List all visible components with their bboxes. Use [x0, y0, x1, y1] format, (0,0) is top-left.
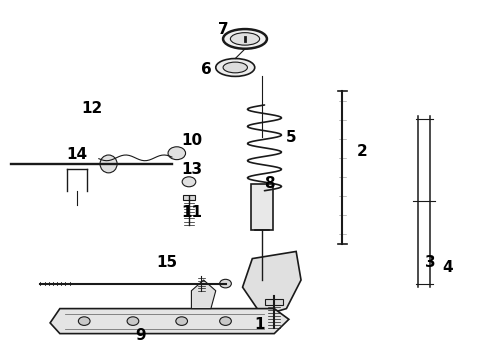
- Text: 9: 9: [135, 328, 146, 343]
- Polygon shape: [243, 251, 301, 316]
- Bar: [251, 184, 273, 230]
- Ellipse shape: [223, 62, 247, 73]
- Polygon shape: [50, 309, 289, 334]
- Ellipse shape: [100, 155, 117, 173]
- Circle shape: [220, 279, 231, 288]
- Circle shape: [176, 317, 188, 325]
- Text: 3: 3: [425, 255, 436, 270]
- Polygon shape: [192, 280, 216, 309]
- Ellipse shape: [230, 33, 260, 45]
- Text: 1: 1: [254, 317, 265, 332]
- Text: 8: 8: [264, 176, 275, 191]
- Text: 10: 10: [181, 133, 202, 148]
- Ellipse shape: [223, 29, 267, 49]
- Text: 5: 5: [286, 130, 296, 145]
- Text: 7: 7: [218, 22, 228, 37]
- Text: 4: 4: [442, 260, 452, 275]
- Text: 12: 12: [81, 101, 102, 116]
- Text: 2: 2: [357, 144, 368, 159]
- Text: 13: 13: [181, 162, 202, 177]
- Text: 11: 11: [181, 204, 202, 220]
- Circle shape: [220, 317, 231, 325]
- Circle shape: [168, 147, 186, 159]
- Bar: [183, 195, 195, 200]
- Circle shape: [127, 317, 139, 325]
- Text: 14: 14: [66, 148, 88, 162]
- Circle shape: [78, 317, 90, 325]
- Circle shape: [182, 177, 196, 187]
- Ellipse shape: [216, 59, 255, 76]
- Bar: [266, 298, 283, 305]
- Text: 6: 6: [200, 62, 211, 77]
- Text: 15: 15: [156, 255, 177, 270]
